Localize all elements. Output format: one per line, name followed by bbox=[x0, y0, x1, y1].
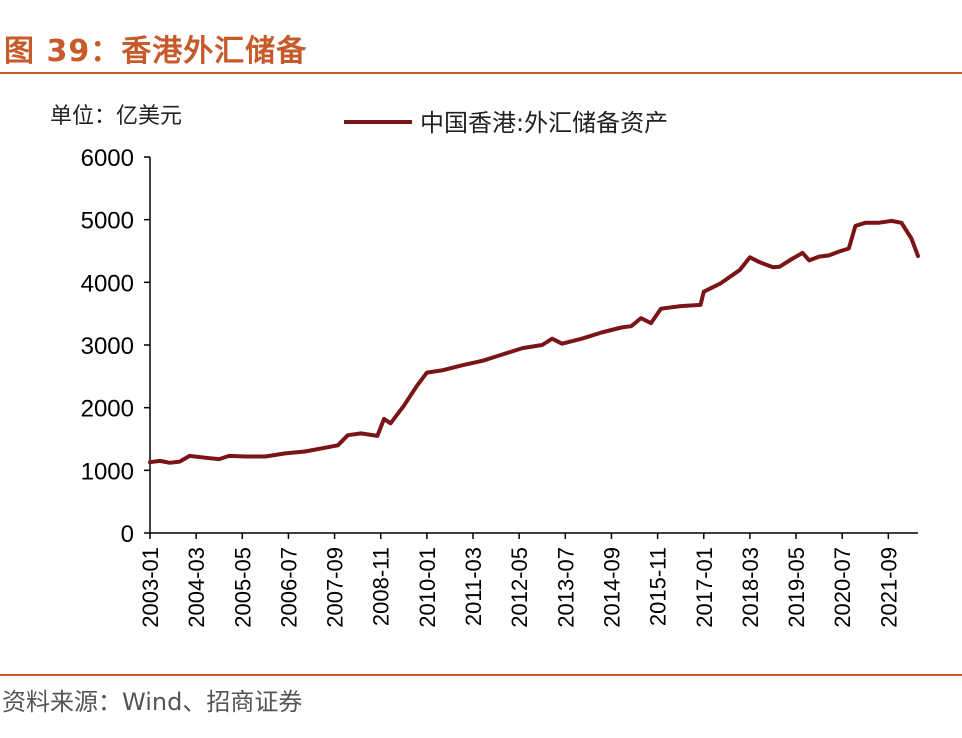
x-tick-label: 2003-01 bbox=[138, 547, 163, 628]
source-note: 资料来源：Wind、招商证券 bbox=[2, 688, 303, 716]
legend-label: 中国香港:外汇储备资产 bbox=[420, 109, 668, 137]
plot-area bbox=[148, 218, 920, 465]
x-tick-label: 2017-01 bbox=[692, 547, 717, 628]
x-tick-label: 2015-11 bbox=[646, 547, 671, 626]
y-tick-label: 3000 bbox=[81, 333, 134, 360]
x-tick-label: 2006-07 bbox=[276, 547, 301, 628]
bottom-divider bbox=[0, 674, 962, 676]
y-tick-label: 5000 bbox=[81, 208, 134, 235]
legend: 中国香港:外汇储备资产 bbox=[344, 109, 668, 137]
y-tick-label: 0 bbox=[121, 521, 134, 548]
x-tick-label: 2012-05 bbox=[507, 547, 532, 628]
x-tick-label: 2007-09 bbox=[323, 547, 348, 628]
axes: 0 1000 2000 3000 4000 5000 6000 2003-01 2004-03 2… bbox=[81, 145, 918, 628]
y-tick-label: 2000 bbox=[81, 396, 134, 423]
x-tick-label: 2010-01 bbox=[415, 547, 440, 628]
y-tick-label: 6000 bbox=[81, 145, 134, 172]
x-tick-label: 2004-03 bbox=[184, 547, 209, 628]
x-tick-label: 2013-07 bbox=[553, 547, 578, 628]
x-tick-label: 2019-05 bbox=[784, 547, 809, 628]
x-tick-label: 2008-11 bbox=[369, 547, 394, 626]
series-line-0 bbox=[148, 218, 920, 465]
figure-title: 图 39：香港外汇储备 bbox=[4, 34, 308, 69]
x-tick-label: 2014-09 bbox=[599, 547, 624, 628]
top-divider bbox=[0, 72, 962, 74]
y-tick-label: 4000 bbox=[81, 270, 134, 297]
y-tick-label: 1000 bbox=[81, 458, 134, 485]
x-tick-label: 2005-05 bbox=[230, 547, 255, 628]
x-tick-label: 2011-03 bbox=[461, 547, 486, 626]
unit-label: 单位：亿美元 bbox=[50, 104, 182, 129]
x-tick-label: 2021-09 bbox=[876, 547, 901, 628]
x-tick-label: 2018-03 bbox=[738, 547, 763, 628]
x-tick-label: 2020-07 bbox=[830, 547, 855, 628]
